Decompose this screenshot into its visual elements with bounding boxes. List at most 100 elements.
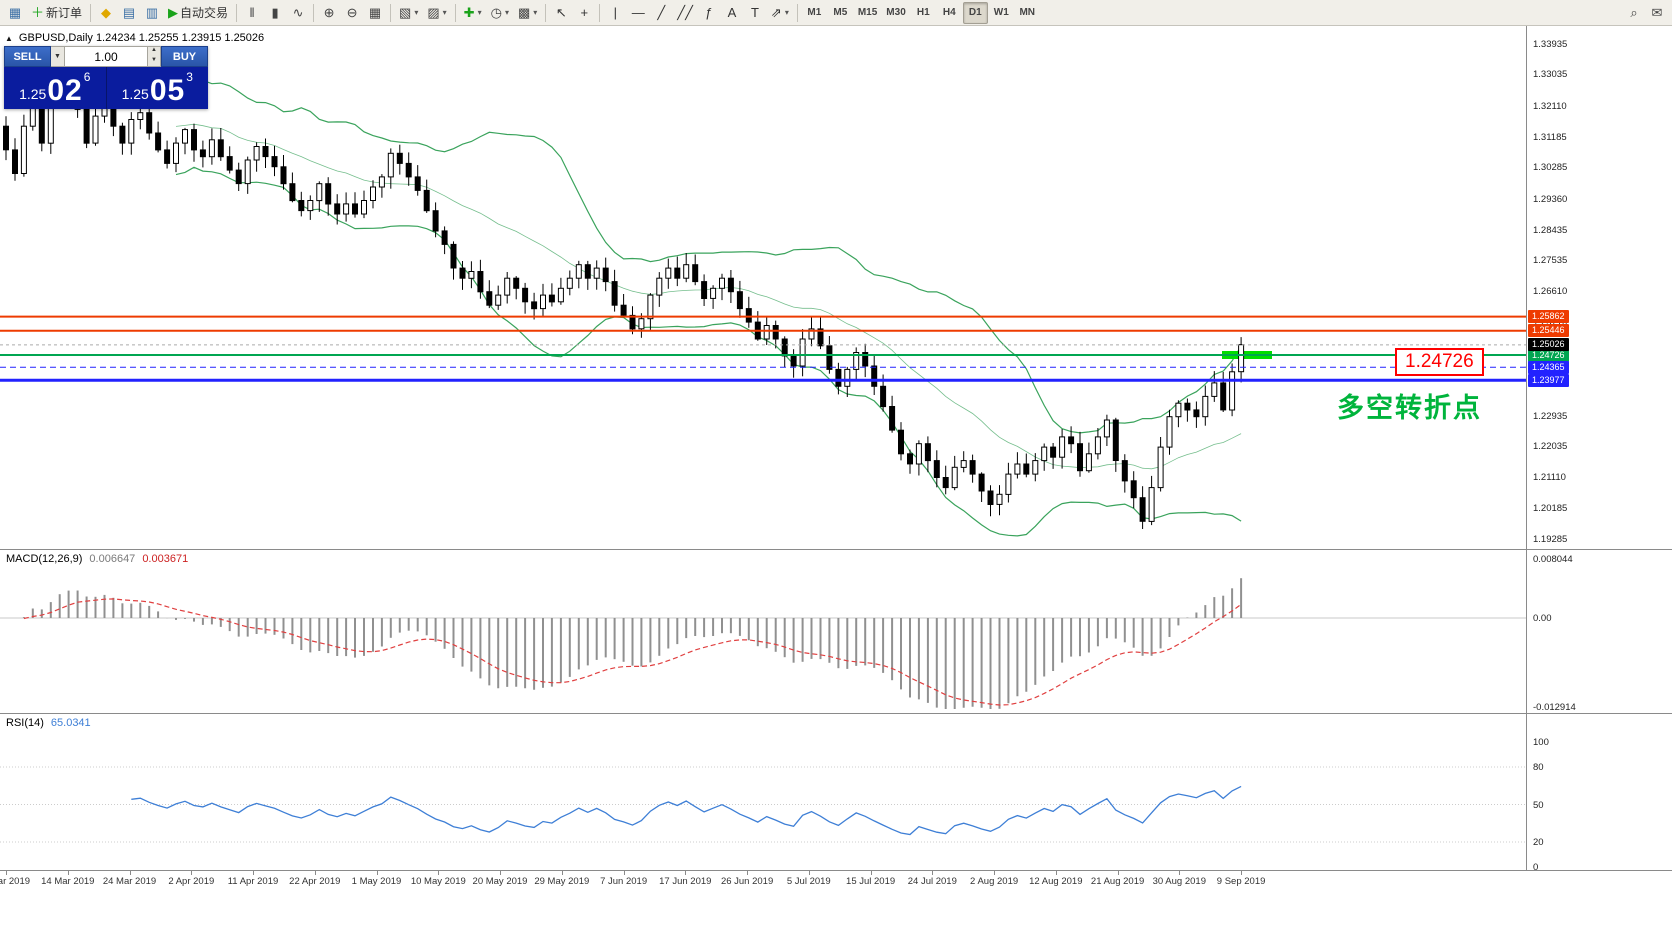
templates-button[interactable]: ▩ ▾ (517, 5, 538, 20)
sell-button[interactable]: SELL (4, 46, 51, 67)
macd-chart[interactable] (0, 550, 1526, 713)
price-axis-label: 1.21110 (1533, 472, 1566, 484)
timeframe-d1[interactable]: D1 (962, 1, 988, 24)
time-tick (623, 871, 625, 875)
equidistant-channel-icon[interactable]: ╱╱ (677, 5, 693, 20)
rsi-label: RSI(14) (6, 717, 44, 729)
time-axis-label: 24 Mar 2019 (102, 876, 157, 887)
timeframe-m1[interactable]: M1 (807, 7, 822, 18)
volume-stepper[interactable]: ▲ ▼ (148, 46, 161, 67)
text-label-icon[interactable]: T (750, 5, 759, 20)
text-icon[interactable]: A (727, 5, 737, 20)
macd-signal-value: 0.003671 (142, 553, 189, 565)
rsi-axis-label: 80 (1533, 762, 1544, 773)
autotrading-button[interactable]: ▶ 自动交易 (168, 5, 229, 20)
line-chart-icon[interactable]: ∿ (292, 5, 304, 20)
chart-window-icon[interactable]: ▦ (8, 5, 22, 20)
trendline-icon[interactable]: ╱ (657, 5, 666, 20)
price-axis-label: 1.20185 (1533, 503, 1568, 515)
indicators-button[interactable]: ✚ ▾ (463, 5, 482, 20)
zoom-out-icon[interactable]: ⊖ (346, 5, 358, 20)
price-axis-label: 1.33035 (1533, 69, 1568, 81)
macd-panel: 0.008044 0.00 -0.012914 MACD(12,26,9) 0.00… (0, 549, 1672, 713)
price-level-label[interactable]: 1.24726 (1395, 348, 1484, 376)
rsi-axis: 100 80 50 20 0 (1526, 714, 1672, 873)
data-window-icon[interactable]: ▤ (122, 5, 136, 20)
timeframe-w1[interactable]: W1 (993, 7, 1009, 18)
horizontal-line-icon[interactable]: — (631, 5, 645, 20)
time-axis-label: 17 Jun 2019 (659, 876, 712, 887)
time-tick (6, 871, 7, 875)
price-tag: 1.25862 (1528, 310, 1569, 324)
time-axis-label: 22 Apr 2019 (289, 876, 341, 887)
time-tick (747, 871, 749, 875)
toolbar-separator (796, 3, 798, 22)
toolbar-separator (390, 3, 392, 22)
rsi-axis-label: 100 (1533, 737, 1549, 748)
rsi-panel: 100 80 50 20 0 RSI(14) 65.0341 (0, 713, 1672, 873)
timeframe-h4[interactable]: H4 (942, 7, 956, 18)
chart-symbol-header: ▲ GBPUSD,Daily 1.24234 1.25255 1.23915 1… (5, 32, 264, 44)
volume-up-icon[interactable]: ▲ (151, 47, 157, 53)
periods-button[interactable]: ◷ ▾ (490, 5, 509, 20)
timeframe-m5[interactable]: M5 (833, 7, 848, 18)
timeframe-m15[interactable]: M15 (857, 7, 878, 18)
time-tick (1117, 871, 1119, 875)
price-axis-label: 1.22935 (1533, 410, 1568, 422)
ohlc-bars-icon[interactable]: ‖ (249, 5, 255, 20)
price-axis-label: 1.19285 (1533, 533, 1568, 545)
turning-point-annotation[interactable]: 多空转折点 (1337, 393, 1482, 423)
time-axis-label: 7 Jun 2019 (600, 876, 648, 887)
price-axis[interactable]: 1.33935 1.33035 1.32110 1.31185 1.30285 1.293… (1526, 26, 1672, 549)
cursor-icon[interactable]: ↖ (555, 5, 567, 20)
macd-axis: 0.008044 0.00 -0.012914 (1526, 550, 1672, 713)
rsi-value: 65.0341 (50, 717, 91, 729)
time-axis-label: 10 May 2019 (410, 876, 466, 887)
buy-button[interactable]: BUY (161, 46, 208, 67)
time-tick (1179, 871, 1181, 875)
buy-price-point: 3 (186, 70, 193, 84)
time-tick (253, 871, 254, 875)
arrows-button[interactable]: ⇗ ▾ (770, 5, 789, 20)
new-order-button[interactable]: ＋新订单 (31, 5, 83, 20)
macd-label: MACD(12,26,9) (6, 553, 83, 565)
rsi-axis-label: 50 (1533, 799, 1544, 811)
time-tick (1241, 871, 1243, 875)
collapse-panel-icon[interactable]: ▲ (5, 33, 13, 43)
volume-down-icon[interactable]: ▼ (151, 56, 157, 63)
time-axis-label: 24 Jul 2019 (907, 876, 957, 887)
time-tick (994, 871, 996, 875)
time-axis-label: 5 Jul 2019 (786, 876, 831, 887)
volume-input[interactable]: 1.00 (65, 46, 148, 67)
toolbar-separator (236, 3, 238, 22)
chat-icon[interactable]: ✉ (1651, 5, 1663, 20)
navigator-icon[interactable]: ▥ (145, 5, 159, 20)
profiles-icon[interactable]: ▨ ▾ (427, 5, 447, 20)
new-chart-icon[interactable]: ▧ ▾ (399, 5, 419, 20)
tile-windows-icon[interactable]: ▦ (368, 5, 382, 20)
sell-price-button[interactable]: 1.25 02 6 (4, 67, 106, 109)
timeframe-mn[interactable]: MN (1019, 7, 1036, 18)
volume-dropdown[interactable]: ▼ (51, 46, 65, 67)
symbol-ohlc-text: GBPUSD,Daily 1.24234 1.25255 1.23915 1.2… (18, 32, 265, 44)
main-chart[interactable] (0, 26, 1526, 549)
time-tick (932, 871, 934, 875)
zoom-in-icon[interactable]: ⊕ (323, 5, 335, 20)
rsi-chart[interactable] (0, 714, 1526, 870)
one-click-trading-panel: SELL ▼ 1.00 ▲ ▼ BUY 1.25 02 6 1.25 05 3 (4, 46, 208, 109)
market-watch-icon[interactable]: ◆ (101, 5, 112, 20)
vertical-line-icon[interactable]: | (613, 5, 617, 20)
timeframe-h1[interactable]: H1 (916, 7, 930, 18)
candlestick-icon[interactable]: ▮ (271, 5, 279, 20)
timeframe-m30[interactable]: M30 (886, 7, 906, 18)
time-axis-label: 9 Sep 2019 (1216, 876, 1266, 887)
buy-price-button[interactable]: 1.25 05 3 (105, 67, 209, 109)
sell-price-pips: 02 (47, 74, 83, 107)
fibonacci-icon[interactable]: ƒ (705, 5, 713, 20)
search-icon[interactable]: ⌕ (1630, 5, 1638, 20)
time-axis-label: 2 Apr 2019 (168, 876, 215, 887)
macd-axis-label: 0.008044 (1533, 554, 1573, 565)
time-axis-label: 14 Mar 2019 (41, 876, 95, 887)
time-axis[interactable]: 5 Mar 2019 14 Mar 2019 24 Mar 2019 2 Apr 20… (0, 870, 1672, 945)
crosshair-icon[interactable]: + (580, 5, 589, 20)
